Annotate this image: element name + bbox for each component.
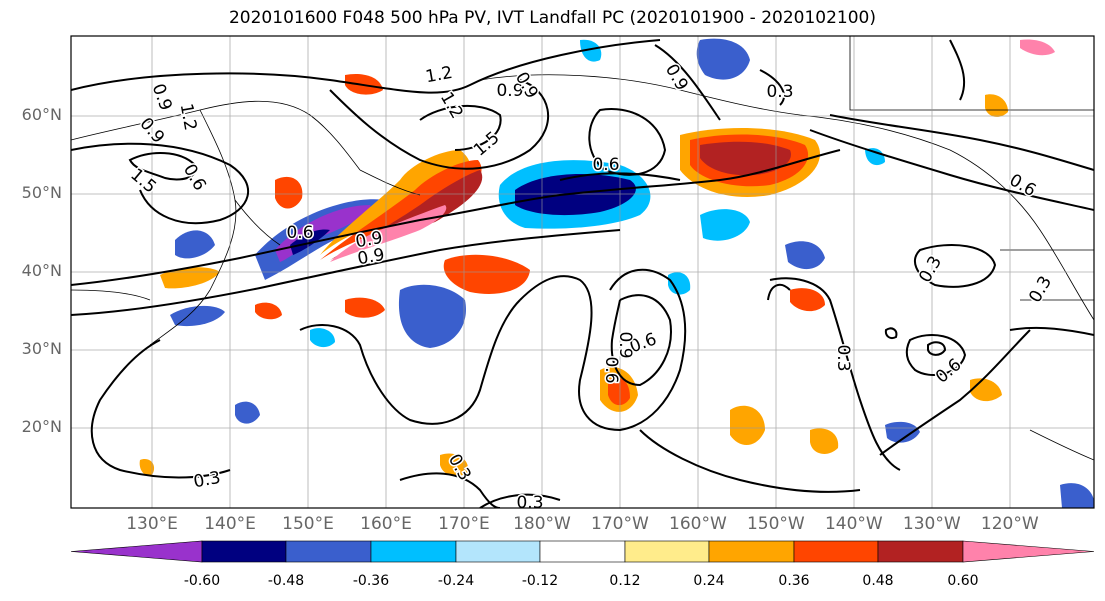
lat-label: 30°N [21,338,62,358]
lon-label: 140°E [204,514,256,534]
colorbar-level-label: 0.12 [609,573,641,589]
colorbar-segment [962,540,1095,563]
lon-label: 170°E [438,514,490,534]
map-title: 2020101600 F048 500 hPa PV, IVT Landfall… [228,8,876,28]
colorbar-level-label: -0.36 [352,573,390,589]
pv-anomaly-fill [139,38,1094,508]
contour-label: 0.9 [496,81,523,101]
contour-label: 0.6 [286,223,313,243]
lon-label: 120°W [980,514,1039,534]
contour-label: 0.9 [354,228,384,252]
map-frame [70,35,1095,509]
contour-label: 0.3 [516,493,543,513]
colorbar-segment [201,540,287,563]
lat-label: 20°N [21,416,62,436]
colorbar-segment [285,540,372,563]
lat-label: 40°N [21,261,62,280]
colorbar-segment [877,540,964,563]
lon-label: 160°E [360,514,412,534]
colorbar-segment [70,540,203,563]
colorbar-level-label: 0.60 [947,573,979,589]
lon-label: 150°W [746,514,805,534]
lon-label: 180°W [513,514,571,534]
contour-label: 0.6 [592,155,619,175]
lon-label: 160°W [669,514,727,534]
colorbar-level-label: 0.24 [693,573,725,589]
colorbar-segment [793,540,879,563]
colorbar-segment [624,540,710,563]
colorbar-level-label: -0.48 [267,573,305,589]
gridlines [71,36,1094,508]
lat-label: 50°N [21,183,62,203]
colorbar-segment [455,540,541,563]
lon-label: 170°W [591,514,649,534]
colorbar-segment [539,540,626,563]
lon-label: 140°W [824,514,883,534]
lon-label: 130°W [902,514,961,534]
lon-label: 130°E [126,514,178,534]
lat-label: 60°N [21,105,62,125]
colorbar-segment [708,540,795,563]
colorbar-level-label: -0.12 [521,573,559,589]
colorbar-level-label: -0.60 [183,573,221,589]
colorbar-level-label: -0.24 [437,573,475,589]
ivt-contours [71,39,1094,508]
contour-label: 0.3 [766,82,793,102]
contour-label: 0.9 [615,331,635,358]
colorbar-segment [370,540,457,563]
lon-label: 150°E [282,514,334,534]
contour-label: 0.3 [192,468,222,492]
contour-label: 0.3 [833,344,853,371]
colorbar-level-label: 0.48 [862,573,894,589]
contour-label: 0.6 [601,356,621,383]
colorbar-level-label: 0.36 [778,573,810,589]
